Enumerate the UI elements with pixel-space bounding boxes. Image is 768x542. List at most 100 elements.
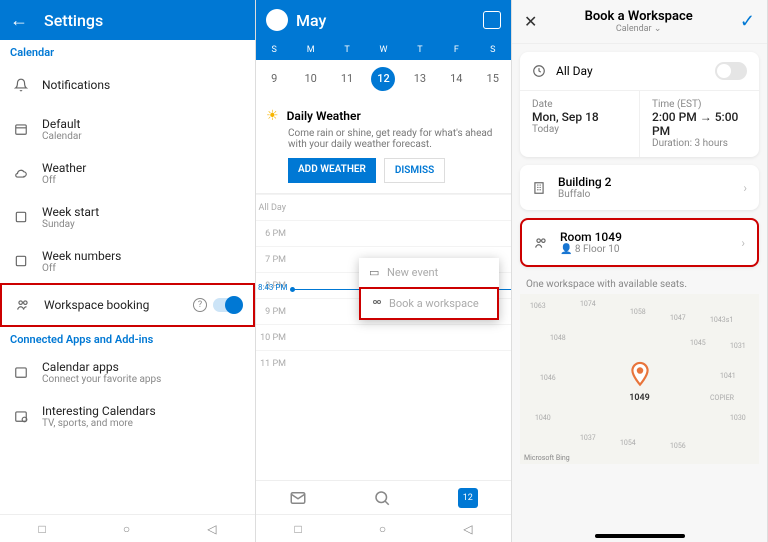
book-workspace-row[interactable]: Book a workspace <box>359 287 499 320</box>
building-icon <box>532 181 548 195</box>
book-subtitle[interactable]: Calendar ⌄ <box>585 24 693 34</box>
building-name: Building 2 <box>558 175 743 189</box>
all-day-toggle-off[interactable] <box>715 62 747 80</box>
book-workspace-panel: ✕ Book a Workspace Calendar ⌄ ✓ All Day … <box>512 0 768 542</box>
date-value: Mon, Sep 18 <box>532 110 627 124</box>
dow: S <box>475 40 511 60</box>
week-start-sub: Sunday <box>42 219 245 230</box>
week-start-label: Week start <box>42 205 245 219</box>
dates-row: 9 10 11 12 13 14 15 <box>256 60 511 98</box>
date-sub: Today <box>532 124 627 135</box>
weather-icon <box>10 166 32 180</box>
row-workspace-booking[interactable]: Workspace booking ? <box>0 283 255 327</box>
dow: F <box>438 40 474 60</box>
dow: T <box>402 40 438 60</box>
week-num-icon <box>10 254 32 268</box>
week-num-label: Week numbers <box>42 249 245 263</box>
week-icon <box>10 210 32 224</box>
new-event-row[interactable]: ▭ New event <box>359 258 499 287</box>
nav-triangle-icon[interactable]: ◁ <box>463 522 472 536</box>
row-interesting[interactable]: Interesting CalendarsTV, sports, and mor… <box>0 394 255 438</box>
timeline[interactable]: All Day 6 PM 7 PM 8 PM 9 PM 10 PM 11 PM … <box>256 194 511 376</box>
now-label: 8:43 PM <box>258 283 287 292</box>
ios-home-bar[interactable] <box>595 534 685 538</box>
sun-icon: ☀ <box>266 108 279 124</box>
date-cell[interactable]: 10 <box>292 60 328 98</box>
room-card[interactable]: Room 1049 👤 8 Floor 10 › <box>520 218 759 267</box>
date-cell[interactable]: 11 <box>329 60 365 98</box>
weather-title: Daily Weather <box>287 109 361 123</box>
calendar-header: May <box>256 0 511 40</box>
row-week-start[interactable]: Week startSunday <box>0 195 255 239</box>
now-dot <box>290 287 295 292</box>
date-col[interactable]: Date Mon, Sep 18 Today <box>520 91 640 157</box>
people-icon <box>534 236 550 250</box>
book-workspace-label: Book a workspace <box>389 297 479 310</box>
search-icon[interactable] <box>373 489 391 507</box>
all-day-label: All Day <box>556 64 715 78</box>
workspace-hint: One workspace with available seats. <box>512 275 767 294</box>
new-event-popup: ▭ New event Book a workspace <box>359 258 499 320</box>
map-attribution: Microsoft Bing <box>524 454 570 462</box>
date-cell[interactable]: 13 <box>402 60 438 98</box>
date-cell-selected[interactable]: 12 <box>365 60 401 98</box>
nav-triangle-icon[interactable]: ◁ <box>207 522 216 536</box>
all-day-row[interactable]: All Day <box>520 52 759 91</box>
back-icon[interactable]: ← <box>10 10 28 31</box>
bell-icon <box>10 78 32 92</box>
close-icon[interactable]: ✕ <box>524 12 537 31</box>
date-cell[interactable]: 14 <box>438 60 474 98</box>
dow-row: S M T W T F S <box>256 40 511 60</box>
section-calendar: Calendar <box>0 40 255 63</box>
room-name: Room 1049 <box>560 230 741 244</box>
date-cell[interactable]: 9 <box>256 60 292 98</box>
chevron-right-icon: › <box>741 236 745 250</box>
nav-circle-icon[interactable]: ○ <box>123 522 130 536</box>
workspace-toggle-on[interactable] <box>213 298 243 312</box>
event-icon: ▭ <box>369 266 387 279</box>
time-sub: Duration: 3 hours <box>652 138 747 149</box>
building-card[interactable]: Building 2 Buffalo › <box>520 165 759 210</box>
settings-title: Settings <box>44 11 103 30</box>
dow: T <box>329 40 365 60</box>
interesting-sub: TV, sports, and more <box>42 418 245 429</box>
agenda-icon[interactable] <box>483 11 501 29</box>
calendar-nav-icon[interactable]: 12 <box>458 488 478 508</box>
calendar-panel: May S M T W T F S 9 10 11 12 13 14 15 ☀ … <box>256 0 512 542</box>
chevron-right-icon: › <box>743 181 747 195</box>
row-calendar-apps[interactable]: Calendar appsConnect your favorite apps <box>0 350 255 394</box>
settings-header: ← Settings <box>0 0 255 40</box>
dismiss-button[interactable]: DISMISS <box>384 158 445 183</box>
nav-square-icon[interactable]: □ <box>295 522 302 536</box>
add-weather-button[interactable]: ADD WEATHER <box>288 158 376 183</box>
pin-label: 1049 <box>629 393 650 403</box>
nav-circle-icon[interactable]: ○ <box>379 522 386 536</box>
nav-square-icon[interactable]: □ <box>39 522 46 536</box>
row-weather[interactable]: WeatherOff <box>0 151 255 195</box>
help-icon[interactable]: ? <box>193 298 207 312</box>
time-label: 11 PM <box>256 359 292 369</box>
time-label: 7 PM <box>256 255 292 265</box>
map[interactable]: 1063 1074 1058 1047 1043s1 1048 1045 103… <box>520 294 759 464</box>
time-col[interactable]: Time (EST) 2:00 PM → 5:00 PM Duration: 3… <box>640 91 759 157</box>
workspace-label: Workspace booking <box>44 298 193 312</box>
workspace-icon <box>12 298 34 312</box>
dow: W <box>365 40 401 60</box>
row-week-numbers[interactable]: Week numbersOff <box>0 239 255 283</box>
confirm-icon[interactable]: ✓ <box>740 11 755 32</box>
android-nav-2: □ ○ ◁ <box>256 514 511 542</box>
row-notifications[interactable]: Notifications <box>0 63 255 107</box>
settings-panel: ← Settings Calendar Notifications Defaul… <box>0 0 256 542</box>
row-default[interactable]: DefaultCalendar <box>0 107 255 151</box>
month-title[interactable]: May <box>296 11 326 30</box>
apps-label: Calendar apps <box>42 360 245 374</box>
dow: M <box>292 40 328 60</box>
week-num-sub: Off <box>42 263 245 274</box>
default-sub: Calendar <box>42 131 245 142</box>
weather-card: ☀ Daily Weather Come rain or shine, get … <box>256 98 511 194</box>
time-label: 6 PM <box>256 229 292 239</box>
new-event-label: New event <box>387 266 438 279</box>
avatar[interactable] <box>266 9 288 31</box>
date-cell[interactable]: 15 <box>475 60 511 98</box>
mail-icon[interactable] <box>289 489 307 507</box>
